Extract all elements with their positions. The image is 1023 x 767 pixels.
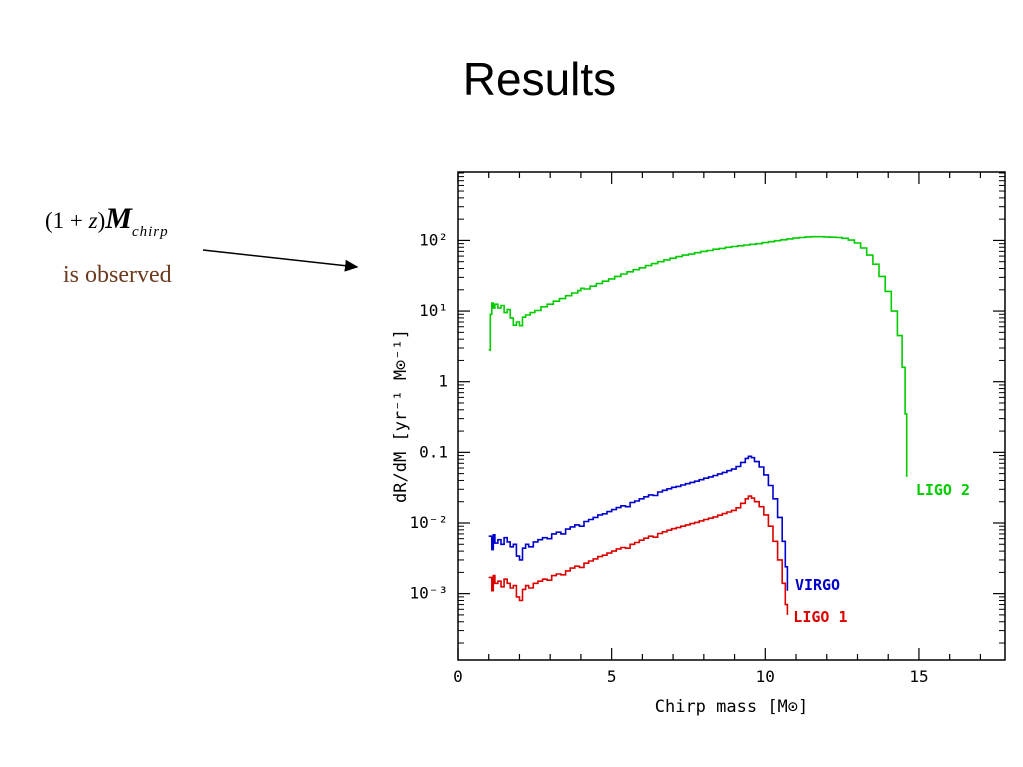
- plot-frame: [457, 171, 1006, 661]
- formula-close: ): [97, 208, 106, 233]
- y-tick-label: 10⁻³: [409, 584, 448, 603]
- x-tick-label: 15: [909, 667, 928, 686]
- y-axis-label: dR/dM [yr⁻¹ M⊙⁻¹]: [391, 329, 411, 503]
- y-tick-label: 10²: [419, 230, 448, 249]
- legend-label-ligo-1: LIGO 1: [793, 608, 847, 626]
- x-tick-label: 5: [607, 667, 617, 686]
- formula-z: z: [88, 208, 98, 233]
- formula-chirp-mass: (1 + z)Mchirp: [45, 202, 169, 240]
- legend-label-virgo: VIRGO: [795, 576, 840, 594]
- plot-canvas: 0 5 10 15 10² 10¹ 1 0.1 10⁻² 10⁻³ Chirp mass [M⊙] d…: [391, 171, 1006, 717]
- series-line-virgo: [488, 455, 789, 591]
- rate-vs-chirp-mass-chart: 0 5 10 15 10² 10¹ 1 0.1 10⁻² 10⁻³ Chirp mass [M⊙] d…: [385, 160, 1015, 750]
- pointer-arrow-icon: [202, 249, 359, 272]
- y-tick-label: 10⁻²: [409, 513, 448, 532]
- formula-subscript: chirp: [131, 224, 169, 240]
- formula-mass-symbol: M: [105, 202, 132, 235]
- y-tick-label: 1: [438, 372, 448, 391]
- x-axis-label: Chirp mass [M⊙]: [655, 697, 809, 717]
- y-tick-label: 10¹: [419, 301, 448, 320]
- formula-open: (1 +: [45, 208, 89, 233]
- series-line-ligo-1: [488, 495, 789, 615]
- legend-label-ligo-2: LIGO 2: [916, 481, 970, 499]
- x-tick-label: 0: [453, 667, 463, 686]
- observed-label: is observed: [63, 262, 172, 288]
- series-line-ligo-2: [488, 235, 908, 477]
- x-tick-label: 10: [756, 667, 775, 686]
- y-tick-label: 0.1: [419, 442, 448, 461]
- slide-title: Results: [462, 53, 617, 105]
